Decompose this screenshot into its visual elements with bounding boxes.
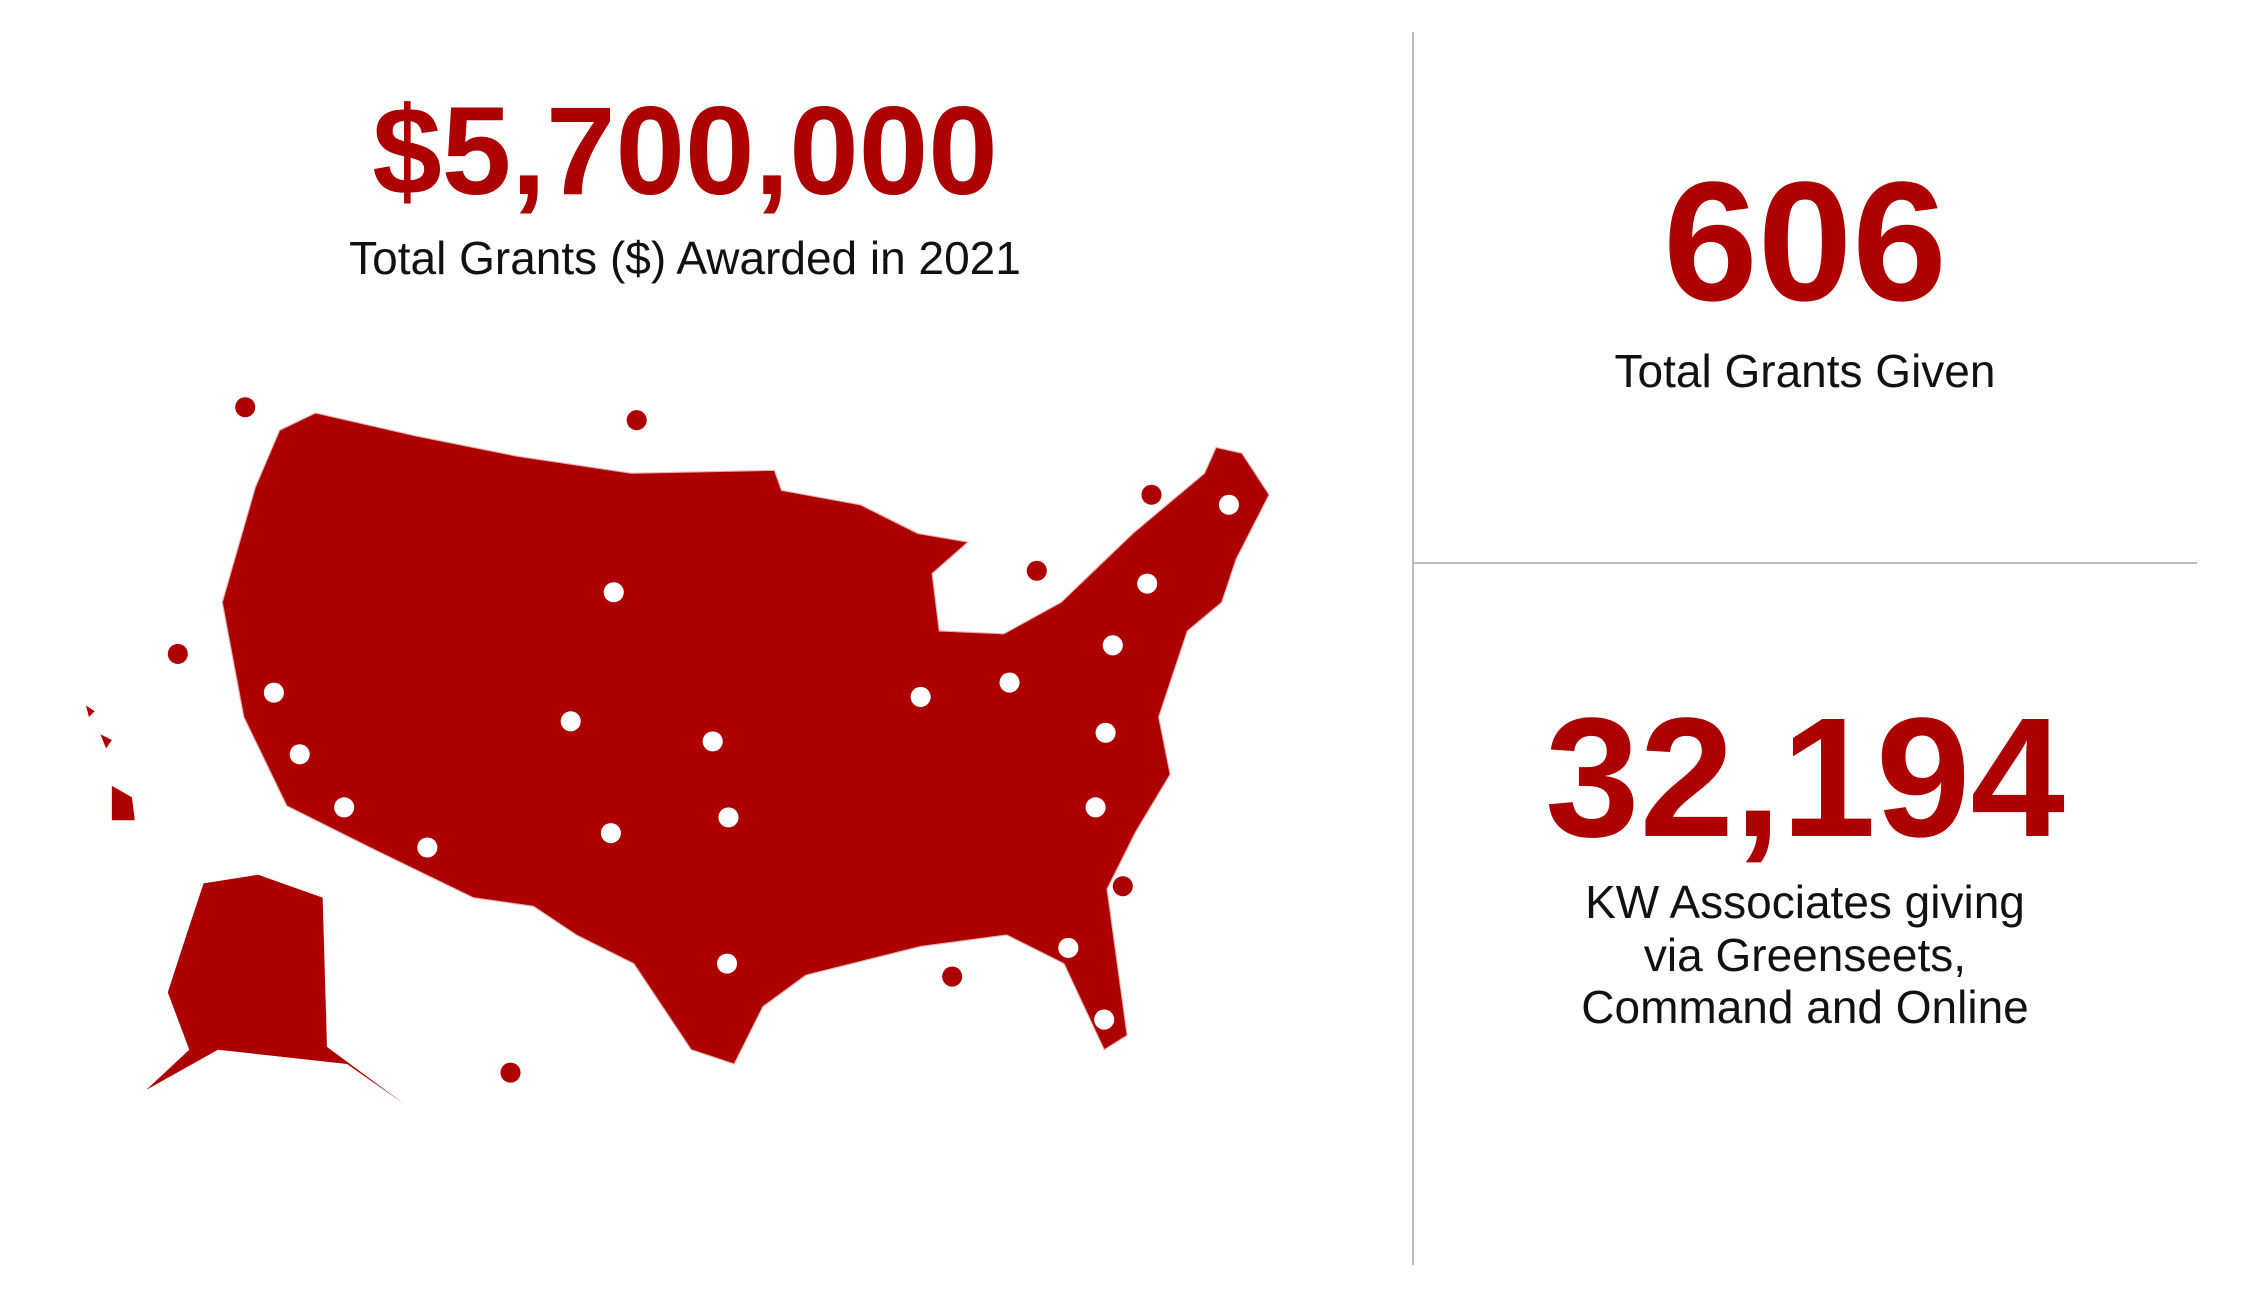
- location-dot: [1058, 937, 1079, 958]
- location-dot: [334, 797, 355, 818]
- decor-dot: [500, 1062, 521, 1083]
- decor-dot: [1026, 560, 1047, 581]
- location-dot: [1102, 635, 1123, 656]
- location-dot: [600, 823, 621, 844]
- decor-dot: [167, 643, 188, 664]
- stat-label: KW Associates giving: [1585, 876, 2025, 928]
- decor-dot: [626, 410, 647, 431]
- location-dot: [717, 953, 738, 974]
- stat-label: Command and Online: [1581, 981, 2028, 1033]
- location-dot: [1094, 1009, 1115, 1030]
- location-dot: [263, 682, 284, 703]
- location-dot: [999, 672, 1020, 693]
- stat-value: $5,700,000: [372, 82, 998, 221]
- alaska: [146, 874, 405, 1105]
- location-dot: [417, 837, 438, 858]
- location-dot: [910, 686, 931, 707]
- decor-dot: [1112, 876, 1133, 897]
- stat-value: 32,194: [1545, 683, 2065, 873]
- decor-dot: [235, 397, 256, 418]
- stat-label: Total Grants ($) Awarded in 2021: [349, 232, 1021, 284]
- location-dot: [1218, 494, 1239, 515]
- location-dot: [1137, 573, 1158, 594]
- contiguous-us: [221, 412, 1270, 1065]
- stat-value: 606: [1663, 147, 1947, 337]
- stat-label: via Greenseets,: [1644, 929, 1966, 981]
- location-dot: [1095, 722, 1116, 743]
- location-dot: [718, 807, 739, 828]
- location-dot: [1085, 797, 1106, 818]
- location-dot: [603, 582, 624, 603]
- stat-label: Total Grants Given: [1615, 345, 1996, 397]
- hawaii: [86, 705, 135, 821]
- decor-dot: [942, 966, 963, 987]
- location-dot: [702, 731, 723, 752]
- us-map: [86, 397, 1270, 1105]
- decor-dot: [1141, 484, 1162, 505]
- location-dot: [289, 744, 310, 765]
- location-dot: [560, 711, 581, 732]
